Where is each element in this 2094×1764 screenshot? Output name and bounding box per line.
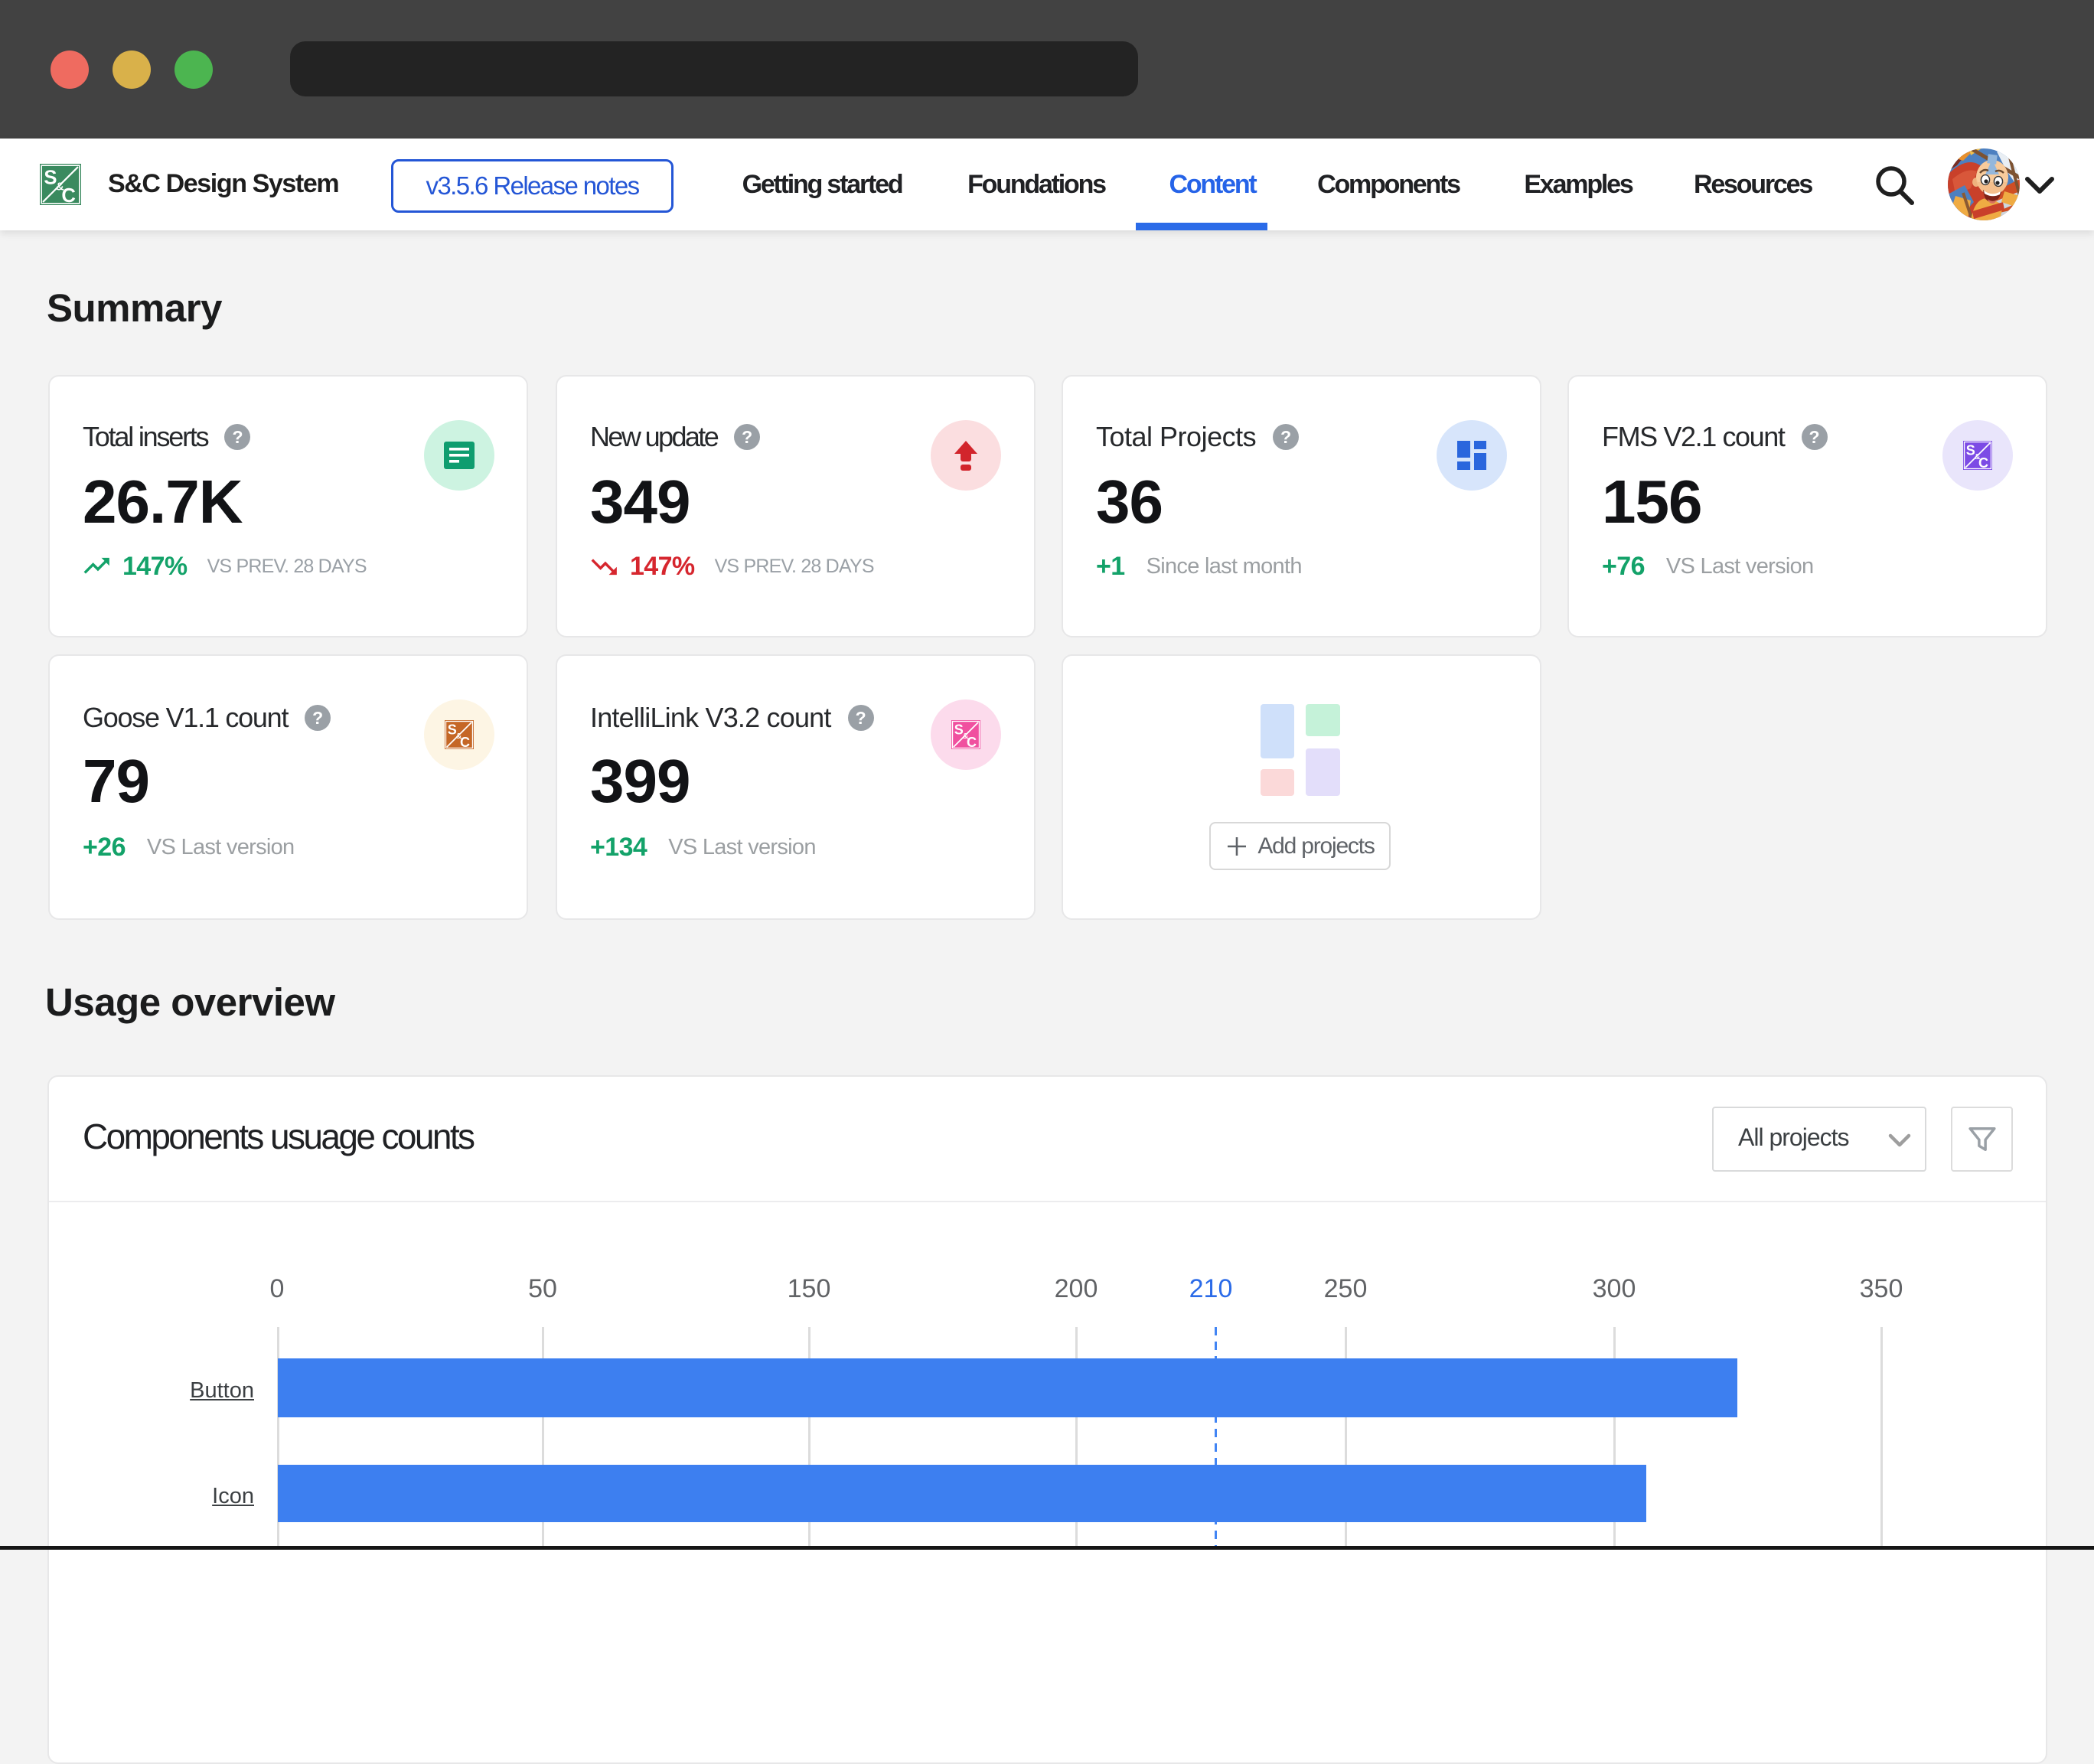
svg-text:&: & <box>1975 453 1981 461</box>
svg-text:S: S <box>1966 443 1975 458</box>
svg-text:C: C <box>460 735 470 749</box>
svg-text:&: & <box>456 732 462 741</box>
svg-text:C: C <box>61 185 76 205</box>
svg-text:S: S <box>448 722 457 738</box>
svg-text:S: S <box>44 167 57 188</box>
svg-text:S: S <box>954 722 964 738</box>
svg-text:C: C <box>967 735 977 749</box>
svg-text:&: & <box>56 181 64 193</box>
svg-text:&: & <box>963 732 969 741</box>
svg-text:C: C <box>1978 455 1988 470</box>
